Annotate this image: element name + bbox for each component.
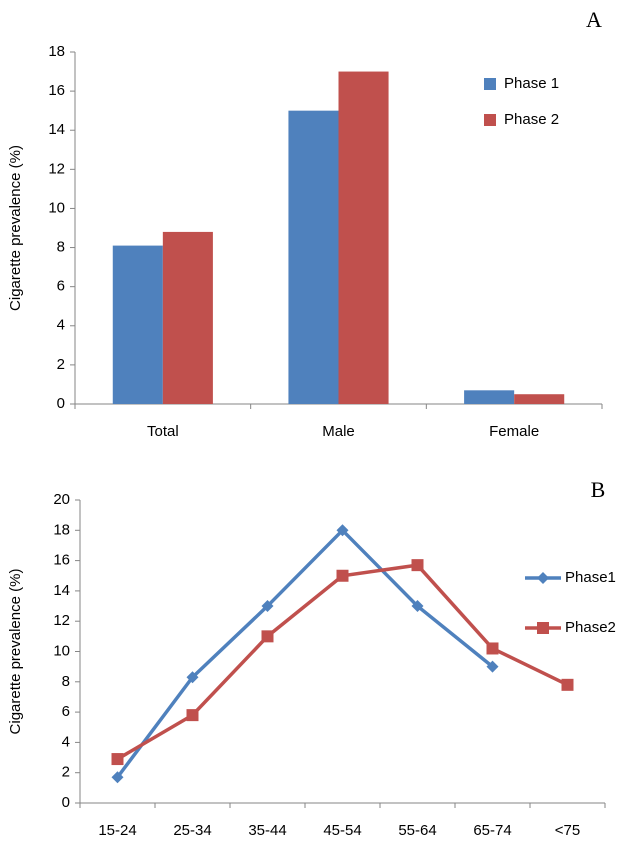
y-tick-label: 0 — [62, 794, 70, 811]
x-tick-label: 45-54 — [323, 822, 361, 839]
legend-label: Phase2 — [565, 619, 616, 636]
x-tick-label: 25-34 — [173, 822, 211, 839]
x-tick-label: Female — [489, 423, 539, 440]
series-line — [116, 563, 569, 761]
x-tick-label: <75 — [555, 822, 580, 839]
panel-label: B — [591, 477, 606, 502]
x-tick-label: 65-74 — [473, 822, 511, 839]
legend-label: Phase 2 — [504, 111, 559, 128]
y-tick-label: 12 — [53, 612, 70, 629]
marker — [336, 524, 349, 537]
marker — [561, 678, 574, 691]
y-tick-label: 16 — [53, 552, 70, 569]
y-tick-label: 10 — [48, 199, 65, 216]
x-tick-label: 35-44 — [248, 822, 286, 839]
bar — [464, 390, 515, 404]
marker — [486, 660, 499, 673]
x-tick-label: 55-64 — [398, 822, 436, 839]
marker — [261, 630, 274, 643]
y-tick-label: 10 — [53, 642, 70, 659]
legend-marker — [537, 622, 549, 634]
y-tick-label: 2 — [57, 356, 65, 373]
y-tick-label: 14 — [48, 121, 65, 138]
x-tick-label: Total — [147, 423, 179, 440]
marker — [411, 559, 424, 572]
legend-swatch — [484, 78, 496, 90]
legend-label: Phase 1 — [504, 75, 559, 92]
legend-swatch — [484, 114, 496, 126]
panel-label: A — [586, 7, 602, 32]
y-tick-label: 20 — [53, 491, 70, 508]
marker — [411, 600, 424, 613]
x-tick-label: Male — [322, 423, 355, 440]
marker — [336, 569, 349, 582]
y-tick-label: 0 — [57, 395, 65, 412]
y-axis-label: Cigarette prevalence (%) — [7, 145, 24, 311]
legend-label: Phase1 — [565, 569, 616, 586]
marker — [111, 753, 124, 766]
y-tick-label: 14 — [53, 582, 70, 599]
series-line — [116, 527, 494, 779]
bar — [288, 110, 339, 405]
marker — [111, 771, 124, 784]
y-tick-label: 8 — [62, 673, 70, 690]
y-tick-label: 6 — [57, 278, 65, 295]
y-tick-label: 18 — [53, 521, 70, 538]
y-tick-label: 4 — [57, 317, 65, 334]
marker — [261, 600, 274, 613]
y-tick-label: 4 — [62, 733, 70, 750]
marker — [486, 642, 499, 655]
y-axis-label: Cigarette prevalence (%) — [7, 569, 24, 735]
y-tick-label: 12 — [48, 160, 65, 177]
legend-marker — [537, 572, 549, 584]
x-tick-label: 15-24 — [98, 822, 136, 839]
bar — [338, 71, 389, 405]
bar — [162, 231, 213, 404]
y-tick-label: 2 — [62, 764, 70, 781]
y-tick-label: 8 — [57, 239, 65, 256]
marker — [186, 709, 199, 722]
y-tick-label: 6 — [62, 703, 70, 720]
y-tick-label: 16 — [48, 82, 65, 99]
marker — [186, 671, 199, 684]
y-tick-label: 18 — [48, 43, 65, 60]
bar — [514, 394, 565, 404]
bar — [112, 245, 163, 404]
